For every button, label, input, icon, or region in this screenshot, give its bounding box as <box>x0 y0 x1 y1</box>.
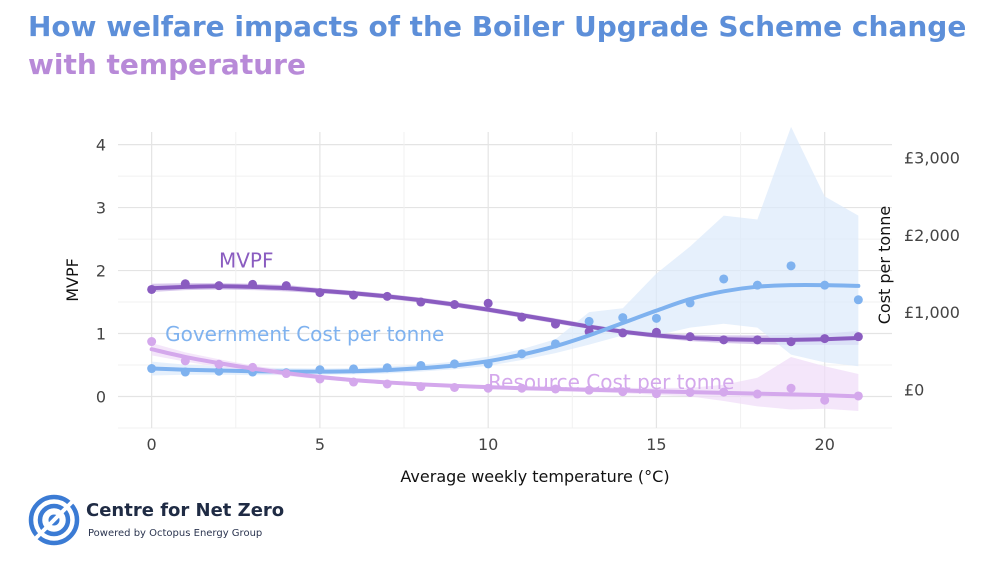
x-tick-label: 15 <box>646 435 666 454</box>
logo: Centre for Net Zero Powered by Octopus E… <box>28 494 328 550</box>
data-point <box>214 281 224 291</box>
data-point <box>450 382 460 392</box>
data-point <box>382 379 392 389</box>
data-point <box>147 284 157 294</box>
data-point <box>719 274 729 284</box>
data-point <box>450 300 460 310</box>
data-point <box>349 377 359 387</box>
data-point <box>786 337 796 347</box>
data-point <box>281 281 291 291</box>
data-point <box>315 365 325 375</box>
x-tick-label: 10 <box>478 435 498 454</box>
data-point <box>752 280 762 290</box>
data-point <box>147 337 157 347</box>
data-point <box>685 387 695 397</box>
series-annotation: Government Cost per tonne <box>165 322 444 346</box>
x-tick-label: 0 <box>147 435 157 454</box>
data-point <box>550 319 560 329</box>
y-right-tick-label: £3,000 <box>904 149 960 168</box>
y-axis-label-left: MVPF <box>63 258 82 302</box>
data-point <box>550 339 560 349</box>
y-left-tick-label: 1 <box>96 325 106 344</box>
x-axis-label: Average weekly temperature (°C) <box>400 467 669 486</box>
data-point <box>618 387 628 397</box>
data-point <box>483 298 493 308</box>
logo-tagline: Powered by Octopus Energy Group <box>88 528 263 539</box>
data-point <box>517 349 527 359</box>
data-point <box>651 327 661 337</box>
data-point <box>416 382 426 392</box>
confidence-band-2 <box>151 343 859 412</box>
chart-title: How welfare impacts of the Boiler Upgrad… <box>28 8 966 84</box>
series-annotation: Resource Cost per tonne <box>488 370 734 394</box>
data-point <box>416 297 426 307</box>
data-point <box>180 356 190 366</box>
data-point <box>820 280 830 290</box>
y-left-tick-label: 4 <box>96 136 106 155</box>
chart-title-line-2: with temperature <box>28 48 306 81</box>
data-point <box>618 313 628 323</box>
y-axis-label-right: Cost per tonne <box>875 206 894 325</box>
y-left-tick-label: 0 <box>96 388 106 407</box>
data-point <box>685 332 695 342</box>
data-point <box>214 366 224 376</box>
x-tick-label: 20 <box>815 435 835 454</box>
confidence-band-1 <box>151 126 859 376</box>
data-point <box>618 328 628 338</box>
data-point <box>180 367 190 377</box>
data-point <box>517 312 527 322</box>
data-point <box>820 334 830 344</box>
data-point <box>550 384 560 394</box>
data-point <box>248 279 258 289</box>
data-point <box>719 335 729 345</box>
centre-for-net-zero-logo-icon <box>28 494 80 546</box>
data-point <box>651 389 661 399</box>
data-point <box>483 383 493 393</box>
data-point <box>719 387 729 397</box>
data-point <box>147 364 157 374</box>
y-left-tick-label: 2 <box>96 262 106 281</box>
data-point <box>450 359 460 369</box>
data-point <box>349 290 359 300</box>
data-point <box>214 359 224 369</box>
data-point <box>584 316 594 326</box>
chart-title-line-1: How welfare impacts of the Boiler Upgrad… <box>28 10 967 43</box>
logo-name: Centre for Net Zero <box>86 500 285 521</box>
data-point <box>382 363 392 373</box>
data-point <box>180 279 190 289</box>
data-point <box>651 313 661 323</box>
data-point <box>752 389 762 399</box>
data-point <box>315 288 325 298</box>
data-point <box>786 383 796 393</box>
data-point <box>853 391 863 401</box>
y-right-tick-label: £0 <box>904 380 924 399</box>
data-point <box>752 335 762 345</box>
y-right-tick-label: £1,000 <box>904 303 960 322</box>
data-point <box>584 385 594 395</box>
y-right-tick-label: £2,000 <box>904 226 960 245</box>
data-point <box>853 332 863 342</box>
data-point <box>248 362 258 372</box>
data-point <box>315 374 325 384</box>
data-point <box>786 261 796 271</box>
data-point <box>853 295 863 305</box>
data-point <box>416 360 426 370</box>
data-point <box>382 291 392 301</box>
data-point <box>685 298 695 308</box>
data-point <box>349 364 359 374</box>
data-point <box>820 395 830 405</box>
data-point <box>483 359 493 369</box>
data-point <box>281 369 291 379</box>
x-tick-label: 5 <box>315 435 325 454</box>
y-left-tick-label: 3 <box>96 199 106 218</box>
fit-line-0 <box>149 284 861 342</box>
series-annotation: MVPF <box>219 248 274 272</box>
data-point <box>517 383 527 393</box>
fit-line-2 <box>149 347 861 399</box>
